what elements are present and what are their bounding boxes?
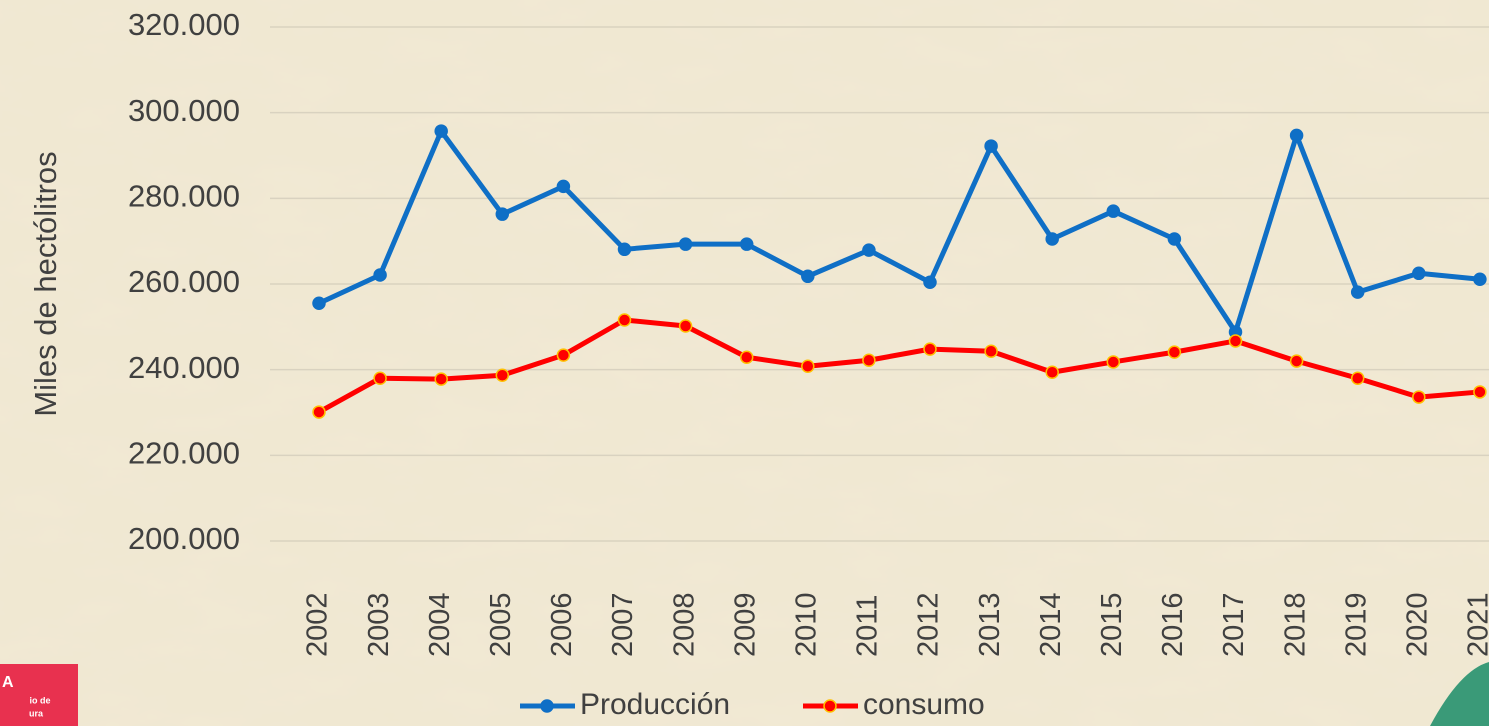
x-tick-label: 2008 bbox=[668, 592, 700, 657]
marker bbox=[617, 313, 632, 327]
marker bbox=[312, 296, 326, 311]
x-tick-label: 2015 bbox=[1096, 592, 1128, 657]
marker bbox=[1106, 204, 1121, 218]
y-axis-label: Miles de hectólitros bbox=[28, 151, 63, 416]
x-tick-label: 2020 bbox=[1401, 592, 1433, 657]
marker bbox=[1473, 385, 1487, 399]
x-tick-label: 2002 bbox=[302, 592, 334, 657]
marker bbox=[984, 344, 998, 358]
marker bbox=[495, 207, 510, 221]
x-tick-label: 2018 bbox=[1279, 592, 1311, 657]
x-tick-label: 2016 bbox=[1157, 592, 1189, 657]
marker bbox=[1473, 272, 1487, 287]
x-tick-label: 2006 bbox=[546, 592, 578, 657]
y-tick-label: 220.000 bbox=[128, 436, 240, 471]
y-tick-label: 200.000 bbox=[128, 521, 240, 556]
marker bbox=[556, 179, 571, 194]
marker bbox=[1412, 390, 1426, 404]
x-tick-label: 2014 bbox=[1035, 592, 1067, 657]
marker bbox=[434, 372, 448, 386]
series-line bbox=[317, 317, 1481, 415]
series-line bbox=[317, 128, 1481, 335]
x-tick-label: 2003 bbox=[363, 592, 395, 657]
x-tick-label: 2005 bbox=[485, 592, 517, 657]
x-tick-label: 2017 bbox=[1218, 592, 1250, 657]
marker bbox=[495, 368, 510, 382]
y-tick-label: 280.000 bbox=[128, 179, 240, 214]
x-tick-label: 2009 bbox=[729, 592, 761, 657]
legend-label: Producción bbox=[580, 688, 730, 721]
logo-text: A bbox=[2, 674, 14, 691]
x-tick-label: 2011 bbox=[852, 595, 884, 657]
y-tick-label: 260.000 bbox=[128, 264, 240, 299]
marker bbox=[1350, 285, 1365, 299]
marker bbox=[923, 342, 937, 356]
marker bbox=[1167, 232, 1182, 246]
marker bbox=[1289, 128, 1304, 143]
marker bbox=[801, 359, 815, 373]
marker bbox=[312, 405, 326, 419]
logo-text: io de bbox=[29, 695, 50, 705]
marker bbox=[373, 371, 387, 385]
marker bbox=[862, 243, 876, 257]
marker bbox=[739, 237, 754, 251]
y-tick-label: 300.000 bbox=[128, 93, 240, 128]
marker bbox=[1167, 345, 1182, 359]
x-tick-label: 2019 bbox=[1340, 592, 1372, 657]
legend-marker bbox=[823, 699, 837, 713]
x-tick-label: 2007 bbox=[607, 592, 639, 657]
marker bbox=[556, 348, 571, 362]
x-tick-label: 2012 bbox=[913, 592, 945, 657]
logo-text: ura bbox=[29, 708, 44, 718]
marker bbox=[1289, 354, 1304, 368]
x-tick-label: 2010 bbox=[790, 592, 822, 657]
x-tick-label: 2004 bbox=[424, 592, 456, 657]
marker bbox=[617, 242, 632, 257]
x-tick-label: 2021 bbox=[1463, 592, 1489, 657]
leaf bbox=[1430, 662, 1489, 726]
marker bbox=[678, 319, 693, 333]
legend-marker bbox=[540, 699, 554, 713]
marker bbox=[373, 268, 387, 282]
marker bbox=[1045, 365, 1059, 379]
marker bbox=[801, 269, 815, 284]
logo-box bbox=[0, 664, 78, 726]
x-tick-label: 2013 bbox=[974, 592, 1006, 657]
marker bbox=[1350, 371, 1365, 385]
marker bbox=[1106, 355, 1121, 369]
y-tick-label: 240.000 bbox=[128, 350, 240, 385]
marker bbox=[1412, 266, 1426, 281]
marker bbox=[923, 275, 937, 290]
marker bbox=[678, 237, 693, 251]
marker bbox=[1228, 334, 1243, 348]
marker bbox=[1045, 232, 1059, 246]
marker bbox=[984, 139, 998, 153]
y-tick-label: 320.000 bbox=[128, 7, 240, 42]
legend-label: consumo bbox=[863, 688, 985, 721]
marker bbox=[862, 353, 876, 367]
marker bbox=[739, 350, 754, 364]
marker bbox=[434, 124, 448, 138]
